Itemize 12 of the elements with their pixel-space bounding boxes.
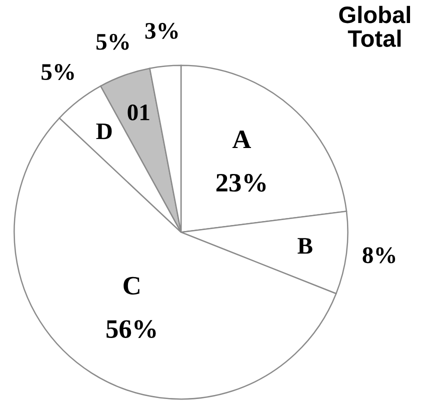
slice-label: C — [124, 276, 140, 295]
slice-label: B — [298, 238, 312, 254]
slice-label: A — [232, 130, 252, 148]
slice-label: 01 — [128, 104, 150, 120]
chart-title: Global Total — [339, 6, 410, 47]
data-label: 5% — [42, 64, 74, 80]
slice-label: D — [96, 124, 112, 140]
data-label: 8% — [362, 247, 396, 264]
data-label: 56% — [106, 320, 156, 338]
data-label: 5% — [96, 34, 129, 50]
data-label: 23% — [216, 174, 266, 192]
data-label: 3% — [145, 22, 178, 39]
